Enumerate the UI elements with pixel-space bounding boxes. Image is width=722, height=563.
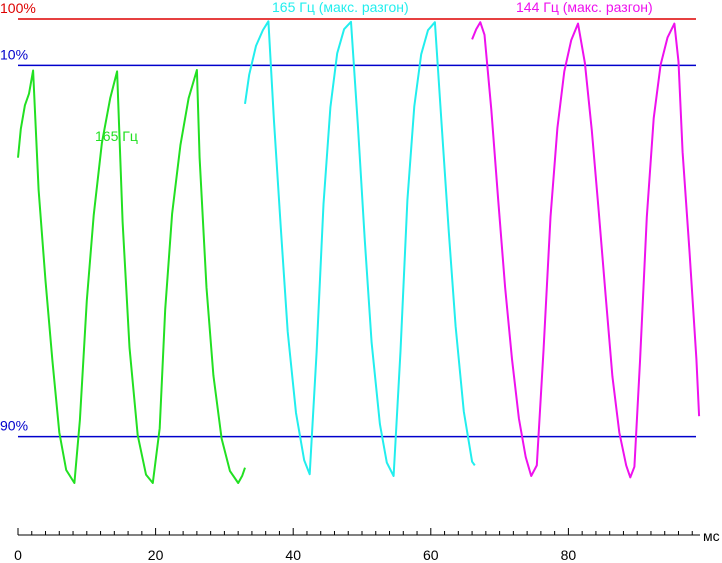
reference-line-label-1: 10% xyxy=(0,46,28,62)
x-tick-label: 40 xyxy=(285,547,301,563)
reference-line-label-2: 90% xyxy=(0,418,28,434)
x-tick-label: 80 xyxy=(561,547,577,563)
x-tick-label: 0 xyxy=(14,547,22,563)
series-label-0: 165 Гц xyxy=(95,128,138,144)
series-label-1: 165 Гц (макс. разгон) xyxy=(272,0,409,15)
series-line-0 xyxy=(17,69,246,484)
x-axis-unit-label: мс xyxy=(703,528,720,544)
reference-line-label-0: 100% xyxy=(0,0,36,16)
x-tick-label: 20 xyxy=(148,547,164,563)
series-line-2 xyxy=(471,21,701,479)
x-axis: 0 20 40 60 80 мс xyxy=(14,528,720,563)
reference-lines xyxy=(18,18,696,438)
plot-series xyxy=(17,20,701,484)
chart-labels: 100% 10% 90% 165 Гц 165 Гц (макс. разгон) 144… xyxy=(0,0,653,434)
series-line-1 xyxy=(244,20,476,477)
x-tick-label: 60 xyxy=(423,547,439,563)
series-label-2: 144 Гц (макс. разгон) xyxy=(516,0,653,15)
